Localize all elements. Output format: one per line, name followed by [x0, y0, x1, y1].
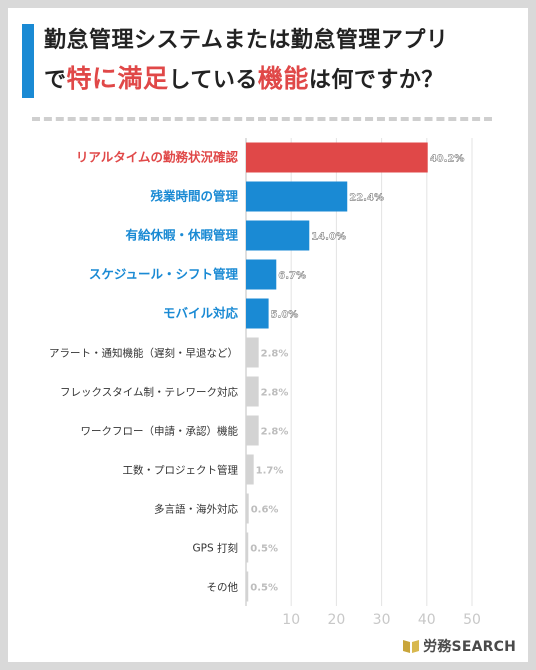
x-tick-label: 10	[282, 612, 300, 628]
title-divider	[32, 117, 492, 121]
bar	[246, 337, 259, 368]
logo-text: 労務SEARCH	[423, 636, 516, 656]
bar	[246, 181, 348, 212]
bar	[246, 142, 428, 173]
value-label: 5.0%	[271, 310, 299, 321]
value-label: 0.5%	[250, 544, 278, 555]
category-label: リアルタイムの勤務状況確認	[76, 150, 239, 165]
title-text: で	[44, 68, 67, 93]
value-label: 14.0%	[311, 232, 346, 243]
value-label: 40.2%	[430, 154, 465, 165]
x-tick-label: 20	[327, 612, 345, 628]
category-label: ワークフロー（申請・承認）機能	[81, 425, 239, 438]
title-line-1: 勤怠管理システムまたは勤怠管理アプリ	[44, 28, 449, 53]
category-label: 多言語・海外対応	[154, 503, 238, 516]
bar	[246, 220, 310, 251]
value-label: 1.7%	[256, 466, 284, 477]
value-label: 0.5%	[250, 583, 278, 594]
bar	[246, 376, 259, 407]
bar	[246, 493, 249, 524]
value-label: 6.7%	[278, 271, 306, 282]
logo: 労務SEARCH	[402, 636, 516, 656]
bar	[246, 415, 259, 446]
category-label: フレックスタイム制・テレワーク対応	[60, 386, 238, 399]
x-tick-label: 30	[373, 612, 391, 628]
title-highlight: 機能	[257, 64, 309, 93]
bar	[246, 298, 269, 329]
bar	[246, 571, 249, 602]
title-text: は何ですか？	[308, 68, 444, 93]
category-label: モバイル対応	[163, 306, 239, 321]
title-text: している	[168, 68, 258, 93]
category-label: 残業時間の管理	[150, 189, 238, 204]
category-label: スケジュール・シフト管理	[89, 267, 239, 282]
category-label: 工数・プロジェクト管理	[123, 464, 239, 477]
category-label: アラート・通知機能（遅刻・早退など）	[49, 347, 238, 360]
x-tick-label: 50	[463, 612, 481, 628]
value-label: 2.8%	[261, 388, 289, 399]
category-label: その他	[207, 581, 239, 594]
logo-brand-jp: 労務	[423, 639, 452, 655]
value-label: 2.8%	[261, 427, 289, 438]
value-label: 2.8%	[261, 349, 289, 360]
title-line-2: で特に満足している機能は何ですか？	[44, 60, 514, 100]
value-label: 22.4%	[349, 193, 384, 204]
x-tick-label: 40	[418, 612, 436, 628]
chart-title: 勤怠管理システムまたは勤怠管理アプリ で特に満足している機能は何ですか？	[44, 22, 514, 100]
bar	[246, 259, 277, 290]
title-accent-bar	[22, 24, 34, 98]
logo-brand-en: SEARCH	[451, 639, 516, 655]
book-icon	[403, 640, 420, 653]
bar	[246, 454, 254, 485]
value-label: 0.6%	[251, 505, 279, 516]
title-highlight: 特に満足	[66, 64, 169, 93]
bar	[246, 532, 249, 563]
category-label: GPS 打刻	[193, 542, 238, 555]
category-label: 有給休暇・休暇管理	[125, 228, 238, 243]
